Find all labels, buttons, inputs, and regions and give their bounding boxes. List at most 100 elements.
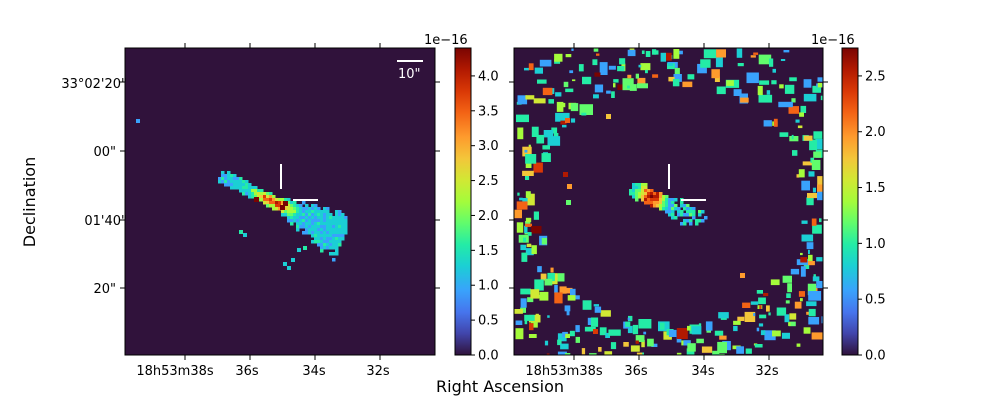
noise-clump [799, 112, 804, 117]
noise-clump [806, 301, 817, 307]
noise-clump [691, 326, 702, 335]
emission-pixel [332, 237, 336, 241]
emission-pixel [335, 222, 339, 226]
noise-clump [736, 48, 743, 58]
emission-pixel [332, 252, 336, 256]
emission-pixel [314, 240, 318, 244]
source-pixel [668, 204, 672, 208]
source-pixel [683, 222, 687, 226]
noise-clump [627, 317, 631, 321]
emission-pixel [263, 195, 267, 199]
source-pixel [671, 207, 675, 211]
noise-clump [780, 59, 786, 61]
noise-clump [783, 50, 790, 53]
noise-clump [687, 325, 691, 331]
noise-clump [719, 353, 725, 355]
source-pixel [671, 204, 675, 208]
noise-clump [806, 311, 811, 315]
noise-clump [815, 138, 823, 149]
noise-clump [638, 64, 642, 68]
emission-pixel [335, 243, 339, 247]
source-pixel [644, 186, 648, 190]
noise-clump [569, 330, 575, 337]
noise-clump [565, 118, 570, 123]
emission-pixel [224, 180, 228, 184]
source-pixel [683, 219, 687, 223]
emission-pixel [269, 204, 273, 208]
noise-clump [541, 237, 547, 245]
noise-clump [596, 53, 600, 56]
source-pixel [650, 189, 654, 193]
source-pixel [668, 201, 672, 205]
noise-clump [764, 330, 776, 341]
source-pixel [647, 195, 651, 199]
noise-clump [559, 286, 567, 294]
emission-pixel [224, 183, 228, 187]
source-pixel [656, 201, 660, 205]
emission-pixel [290, 219, 294, 223]
noise-clump [817, 176, 823, 187]
noise-clump [663, 331, 672, 340]
emission-pixel [320, 225, 324, 229]
noise-clump [766, 305, 770, 312]
emission-pixel [272, 201, 276, 205]
noise-clump [769, 58, 774, 67]
source-pixel [632, 189, 636, 193]
noise-clump [811, 218, 817, 226]
emission-pixel [248, 195, 252, 199]
noise-clump [672, 79, 680, 87]
source-pixel [680, 204, 684, 208]
left-colorbar: 1e−16 0.0 0.5 1.0 1.5 2.0 2.5 3.0 3.5 4.0 [424, 33, 499, 364]
emission-pixel [239, 186, 243, 190]
colorbar-tick-label: 0.0 [478, 349, 499, 364]
emission-pixel [317, 237, 321, 241]
emission-pixel [263, 192, 267, 196]
source-pixel [659, 207, 663, 211]
colorbar-tick-label: 2.0 [865, 125, 886, 140]
source-pixel [698, 219, 702, 223]
colorbar-tick-label: 2.5 [478, 174, 499, 189]
noise-clump [515, 328, 524, 340]
noise-clump [736, 346, 744, 354]
emission-pixel [323, 207, 327, 211]
noise-clump [524, 232, 530, 235]
noise-clump [560, 343, 569, 350]
emission-pixel [323, 210, 327, 214]
emission-pixel [251, 186, 255, 190]
noise-clump [727, 355, 733, 359]
emission-pixel [284, 207, 288, 211]
emission-pixel [236, 177, 240, 181]
source-pixel [638, 192, 642, 196]
emission-pixel [335, 246, 339, 250]
emission-pixel [314, 210, 318, 214]
noise-clump [563, 287, 573, 294]
noise-clump [533, 98, 546, 104]
emission-pixel [323, 243, 327, 247]
noise-clump [640, 63, 651, 71]
emission-pixel [344, 222, 348, 226]
emission-pixel [323, 228, 327, 232]
emission-pixel [299, 219, 303, 223]
noise-clump [676, 328, 688, 339]
emission-pixel [341, 213, 345, 217]
noise-clump [531, 126, 539, 137]
noise-clump [690, 357, 697, 364]
source-pixel [668, 207, 672, 211]
emission-pixel [284, 210, 288, 214]
emission-pixel [278, 201, 282, 205]
noise-clump [811, 332, 823, 340]
noise-clump [565, 333, 570, 338]
source-pixel [662, 198, 666, 202]
noise-clump [816, 257, 823, 262]
noise-clump [525, 191, 531, 198]
noise-clump [593, 329, 598, 334]
noise-clump [544, 278, 553, 286]
emission-pixel [335, 216, 339, 220]
source-pixel [692, 207, 696, 211]
noise-clump [813, 131, 823, 139]
emission-pixel [326, 207, 330, 211]
emission-pixel [242, 186, 246, 190]
source-pixel [644, 192, 648, 196]
emission-pixel [305, 216, 309, 220]
noise-clump [535, 313, 539, 320]
